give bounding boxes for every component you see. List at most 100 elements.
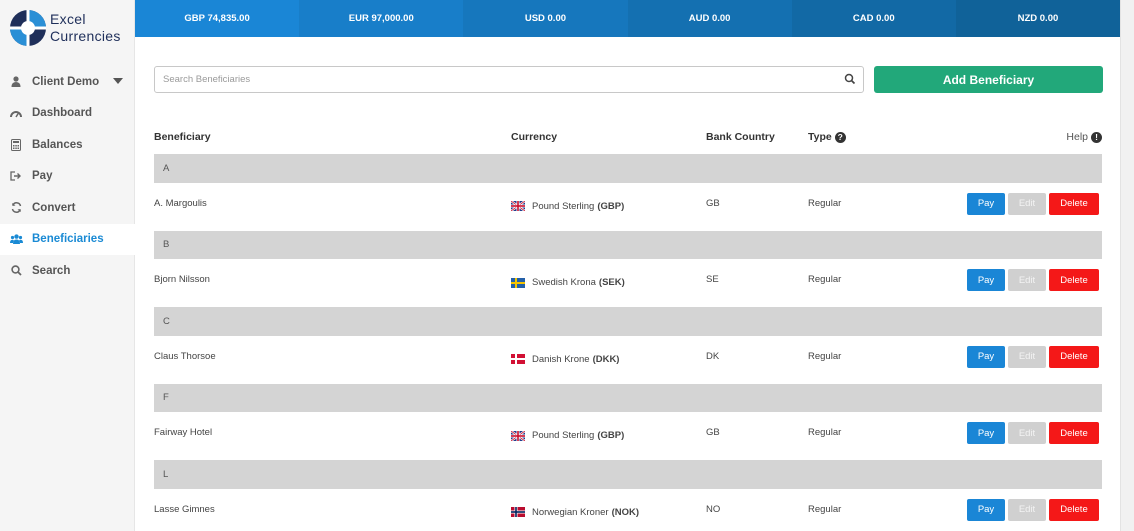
balance-gbp[interactable]: GBP 74,835.00 <box>135 0 300 37</box>
row-actions: Pay Edit Delete <box>964 192 1099 215</box>
pay-button[interactable]: Pay <box>967 422 1005 444</box>
currency-cell: Pound Sterling (GBP) <box>511 430 624 441</box>
balance-cad[interactable]: CAD 0.00 <box>791 0 956 37</box>
edit-button[interactable]: Edit <box>1008 422 1046 444</box>
currency-name: Danish Krone <box>532 353 590 365</box>
sidebar-item-label: Pay <box>32 170 53 183</box>
currency-code: (DKK) <box>592 353 620 365</box>
uk-flag-icon <box>511 201 525 211</box>
sidebar-item-balances[interactable]: Balances <box>0 129 135 161</box>
sidebar-item-beneficiaries[interactable]: Beneficiaries <box>0 223 135 255</box>
search-icon[interactable] <box>844 73 856 85</box>
edit-button[interactable]: Edit <box>1008 498 1046 521</box>
header-help[interactable]: Help ! <box>1066 131 1102 143</box>
currency-name: Pound Sterling <box>532 430 595 441</box>
group-header: C <box>154 307 1102 336</box>
sidebar-item-label: Convert <box>32 201 76 214</box>
users-icon <box>9 232 23 246</box>
currency-cell: Pound Sterling (GBP) <box>511 201 624 212</box>
currency-cell: Swedish Krona (SEK) <box>511 277 625 288</box>
row-actions: Pay Edit Delete <box>964 498 1099 521</box>
refresh-icon <box>9 201 23 215</box>
delete-button[interactable]: Delete <box>1049 269 1099 291</box>
delete-button[interactable]: Delete <box>1049 345 1099 368</box>
sidebar-item-search[interactable]: Search <box>0 255 135 287</box>
sidebar-item-convert[interactable]: Convert <box>0 192 135 224</box>
bank-country: NO <box>706 503 721 515</box>
bank-country: DK <box>706 350 720 362</box>
beneficiary-name: Claus Thorsoe <box>154 350 216 362</box>
brand-line-1: Excel <box>50 11 86 27</box>
table-row: Fairway Hotel Pound Sterling (GBP) GB Re… <box>154 412 1102 460</box>
edit-button[interactable]: Edit <box>1008 269 1046 291</box>
user-icon <box>9 75 23 89</box>
currency-cell: Danish Krone (DKK) <box>511 354 619 365</box>
table-row: Claus Thorsoe Danish Krone (DKK) DK Regu… <box>154 336 1102 384</box>
denmark-flag-icon <box>511 354 525 364</box>
delete-button[interactable]: Delete <box>1049 422 1099 444</box>
header-type[interactable]: Type ? <box>808 131 846 143</box>
header-help-label: Help <box>1066 131 1088 143</box>
dashboard-icon <box>9 106 23 120</box>
currency-name: Swedish Krona <box>532 277 596 288</box>
sidebar-item-label: Beneficiaries <box>32 233 104 246</box>
header-currency[interactable]: Currency <box>511 131 558 143</box>
edit-button[interactable]: Edit <box>1008 192 1046 215</box>
currency-cell: Norwegian Kroner (NOK) <box>511 507 639 518</box>
pay-button[interactable]: Pay <box>967 498 1005 521</box>
edit-button[interactable]: Edit <box>1008 345 1046 368</box>
beneficiary-type: Regular <box>808 197 842 209</box>
balance-aud[interactable]: AUD 0.00 <box>627 0 792 37</box>
page-scrollbar[interactable] <box>1120 0 1134 531</box>
balance-eur[interactable]: EUR 97,000.00 <box>299 0 464 37</box>
delete-button[interactable]: Delete <box>1049 192 1099 215</box>
row-actions: Pay Edit Delete <box>964 345 1099 368</box>
table-row: A. Margoulis Pound Sterling (GBP) GB Reg… <box>154 183 1102 231</box>
pay-button[interactable]: Pay <box>967 269 1005 291</box>
currency-code: (NOK) <box>611 506 640 518</box>
norway-flag-icon <box>511 507 525 517</box>
header-type-label: Type <box>808 131 832 143</box>
table-row: Lasse Gimnes Norwegian Kroner (NOK) NO R… <box>154 489 1102 531</box>
uk-flag-icon <box>511 430 525 441</box>
brand-name: Excel Currencies <box>50 11 121 45</box>
group-header: A <box>154 154 1102 183</box>
header-bank-country[interactable]: Bank Country <box>706 131 775 143</box>
sign-out-icon <box>9 169 23 183</box>
pay-button[interactable]: Pay <box>967 345 1005 368</box>
info-icon[interactable]: ! <box>1091 131 1102 143</box>
beneficiary-name: A. Margoulis <box>154 197 207 209</box>
beneficiaries-table: A A. Margoulis Pound Sterling (GBP) GB R… <box>154 154 1102 531</box>
sidebar-item-dashboard[interactable]: Dashboard <box>0 98 135 130</box>
search-input[interactable] <box>155 67 835 92</box>
beneficiary-name: Lasse Gimnes <box>154 503 215 515</box>
beneficiary-type: Regular <box>808 350 842 362</box>
balance-bar: GBP 74,835.00 EUR 97,000.00 USD 0.00 AUD… <box>135 0 1121 37</box>
bank-country: SE <box>706 274 719 285</box>
sidebar-item-label: Client Demo <box>32 75 100 88</box>
bank-country: GB <box>706 197 720 209</box>
add-beneficiary-button[interactable]: Add Beneficiary <box>874 66 1103 93</box>
sidebar-item-client-demo[interactable]: Client Demo <box>0 66 135 98</box>
brand-logo[interactable]: Excel Currencies <box>8 8 128 50</box>
currency-name: Norwegian Kroner <box>532 506 609 518</box>
sidebar-nav: Client Demo Dashboard Balances Pay Co <box>0 66 135 287</box>
group-header: L <box>154 460 1102 489</box>
table-row: Bjorn Nilsson Swedish Krona (SEK) SE Reg… <box>154 259 1102 307</box>
row-actions: Pay Edit Delete <box>964 269 1099 291</box>
delete-button[interactable]: Delete <box>1049 498 1099 521</box>
chevron-down-icon[interactable] <box>113 78 123 84</box>
bank-country: GB <box>706 427 720 438</box>
balance-usd[interactable]: USD 0.00 <box>463 0 628 37</box>
logo-icon <box>10 10 46 46</box>
currency-code: (GBP) <box>597 430 625 441</box>
pay-button[interactable]: Pay <box>967 192 1005 215</box>
balance-nzd[interactable]: NZD 0.00 <box>955 0 1121 37</box>
calculator-icon <box>9 138 23 152</box>
header-beneficiary[interactable]: Beneficiary <box>154 131 211 143</box>
currency-code: (GBP) <box>597 200 625 212</box>
question-icon[interactable]: ? <box>834 131 846 143</box>
sidebar-item-pay[interactable]: Pay <box>0 161 135 193</box>
beneficiary-name: Fairway Hotel <box>154 427 213 438</box>
group-header: B <box>154 230 1102 259</box>
